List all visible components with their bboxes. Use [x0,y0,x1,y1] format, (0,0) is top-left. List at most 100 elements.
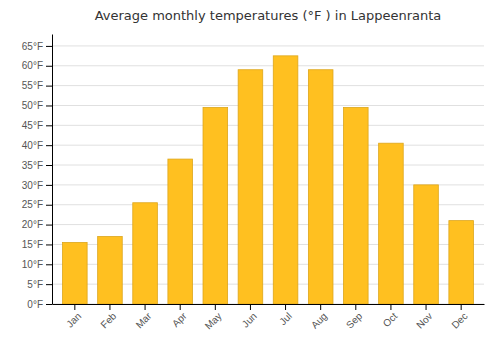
y-tick-label: 65°F [22,41,43,52]
x-tick: Jan [64,304,83,330]
x-tick-label: Feb [98,310,118,330]
y-tick-label: 25°F [22,199,43,210]
x-tick-mark [390,304,391,310]
chart-svg: 0°F 5°F 10°F 15°F 20°F 25°F 30°F 35°F 40°F 45°F 50… [0,0,500,350]
y-tick-label: 45°F [22,120,43,131]
x-tick-label: May [203,310,224,331]
x-tick-mark [355,304,356,310]
y-tick: 45°F [22,120,52,131]
y-tick-mark [46,46,52,47]
grid-line [52,105,484,106]
bar [344,107,369,304]
x-tick: Feb [98,304,118,330]
y-tick: 50°F [22,100,52,111]
bar [133,203,158,304]
grid-line [52,85,484,86]
x-tick-mark [250,304,251,310]
y-tick-label: 5°F [27,279,43,290]
y-tick-mark [46,66,52,67]
x-tick-label: Jun [240,310,259,329]
chart-container: 0°F 5°F 10°F 15°F 20°F 25°F 30°F 35°F 40°F 45°F 50… [0,0,500,350]
x-tick: Jun [240,304,259,330]
y-axis-line [52,35,53,305]
y-tick: 30°F [22,180,52,191]
y-tick-label: 40°F [22,140,43,151]
y-tick: 5°F [27,279,52,290]
y-tick: 20°F [22,219,52,230]
x-tick-label: Apr [170,310,189,329]
y-tick-mark [46,225,52,226]
x-tick-mark [180,304,181,310]
x-tick: Aug [309,304,329,331]
x-tick-mark [320,304,321,310]
y-tick: 25°F [22,199,52,210]
x-tick: Mar [134,304,154,330]
x-tick-mark [285,304,286,310]
y-tick-mark [46,304,52,305]
y-tick: 35°F [22,160,52,171]
grid [52,46,484,304]
x-tick-label: Oct [381,310,400,329]
y-tick: 15°F [22,239,52,250]
x-tick: Dec [449,304,469,331]
x-tick-label: Nov [414,310,434,330]
y-tick-mark [46,86,52,87]
x-tick-mark [426,304,427,310]
y-tick: 0°F [27,299,52,310]
title: Average monthly temperatures (°F ) in La… [95,8,442,23]
x-tick-mark [215,304,216,310]
x-tick: May [203,304,224,332]
x-tick-label: Aug [309,310,329,330]
y-tick-mark [46,145,52,146]
plot-area: 0°F 5°F 10°F 15°F 20°F 25°F 30°F 35°F 40°F 45°F 50… [22,35,485,332]
y-tick-mark [46,125,52,126]
x-tick-label: Sep [344,310,365,331]
x-tick: Oct [381,304,400,329]
grid-line [52,145,484,146]
y-tick-label: 20°F [22,219,43,230]
grid-line [52,125,484,126]
bars [63,56,474,304]
y-tick: 10°F [22,259,52,270]
bar [168,159,193,304]
bar [449,221,474,304]
bar [238,70,263,304]
x-tick: Jul [277,304,294,327]
x-tick-mark [145,304,146,310]
bar [273,56,298,304]
grid-line [52,65,484,66]
x-tick-mark [109,304,110,310]
y-tick-label: 50°F [22,100,43,111]
y-tick-mark [46,105,52,106]
x-tick-mark [461,304,462,310]
grid-line [52,45,484,46]
y-tick-label: 55°F [22,80,43,91]
x-axis-line [53,304,485,305]
y-tick-mark [46,205,52,206]
x-tick-label: Dec [449,310,469,330]
y-tick-mark [46,264,52,265]
y-tick-label: 15°F [22,239,43,250]
y-tick-label: 10°F [22,259,43,270]
grid-line [52,165,484,166]
x-tick-label: Mar [134,310,154,330]
y-tick: 60°F [22,60,52,71]
bar [63,242,88,304]
y-tick-label: 30°F [22,180,43,191]
y-tick-mark [46,165,52,166]
x-tick-label: Jan [64,310,83,329]
y-tick: 40°F [22,140,52,151]
y-tick-mark [46,185,52,186]
y-tick-label: 0°F [27,299,43,310]
bar [308,70,333,304]
x-tick: Sep [344,304,365,331]
bar [98,237,123,305]
x-tick: Apr [170,304,189,329]
y-tick-mark [46,244,52,245]
y-tick-mark [46,284,52,285]
x-tick-mark [74,304,75,310]
y-tick-label: 35°F [22,160,43,171]
y-axis: 0°F 5°F 10°F 15°F 20°F 25°F 30°F 35°F 40°F 45°F 50… [22,35,53,310]
bar [379,143,404,304]
y-tick: 55°F [22,80,52,91]
